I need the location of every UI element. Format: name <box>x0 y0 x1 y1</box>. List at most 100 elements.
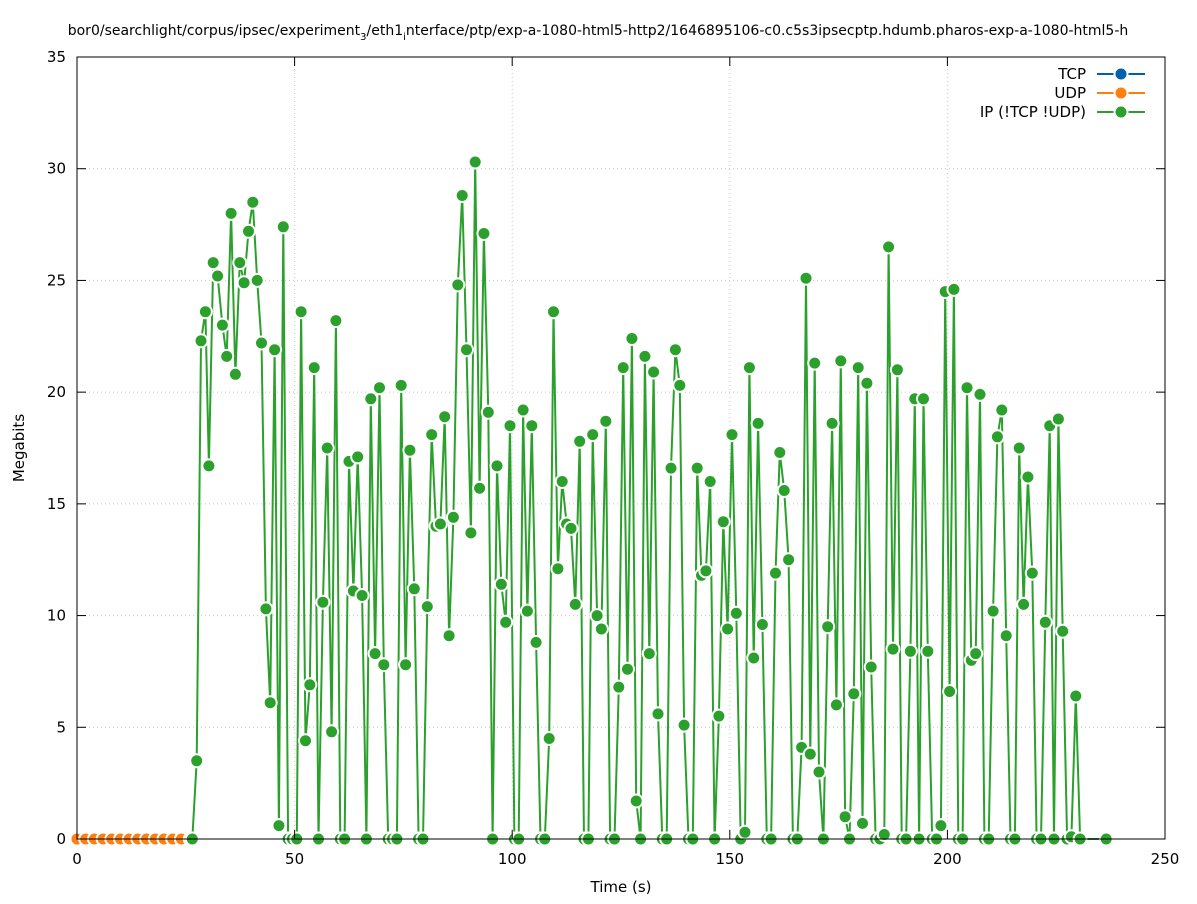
data-point <box>254 335 269 351</box>
data-point <box>306 360 322 376</box>
y-tick-label: 25 <box>47 271 66 289</box>
data-point <box>1024 565 1040 581</box>
data-point <box>737 824 753 840</box>
data-point <box>989 429 1005 445</box>
data-point <box>367 646 383 662</box>
data-point <box>1050 411 1066 427</box>
data-point <box>855 815 870 831</box>
legend-label-2: IP (!TCP !UDP) <box>980 103 1086 121</box>
y-axis-label: Megabits <box>10 414 28 482</box>
data-point <box>550 561 566 577</box>
data-point <box>942 684 958 699</box>
data-point <box>772 445 788 460</box>
data-point <box>807 355 823 371</box>
data-point <box>472 480 488 496</box>
data-point <box>567 596 583 612</box>
data-point <box>328 313 344 329</box>
title-part-tail: nterface/ptp/exp-a-1080-html5-http2/1646… <box>406 23 1128 39</box>
data-point <box>615 360 631 376</box>
data-point <box>406 581 422 597</box>
data-point <box>585 427 601 443</box>
data-point <box>1011 440 1027 456</box>
data-point <box>275 219 291 235</box>
x-axis-label: Time (s) <box>590 878 652 896</box>
data-point <box>698 563 714 579</box>
y-tick-label: 0 <box>56 830 66 848</box>
data-point <box>833 353 849 369</box>
y-tick-label: 30 <box>47 160 66 178</box>
data-point <box>824 415 840 431</box>
data-point <box>528 634 544 650</box>
data-point <box>563 520 579 536</box>
legend-marker-0 <box>1113 66 1129 82</box>
legend-marker-2 <box>1113 104 1129 120</box>
data-point <box>459 342 474 358</box>
data-point <box>480 404 496 420</box>
data-point <box>798 270 814 286</box>
data-point <box>393 377 409 393</box>
data-point <box>189 753 205 769</box>
data-point <box>502 418 518 434</box>
data-point <box>850 360 866 376</box>
x-tick-label: 150 <box>715 850 744 868</box>
data-point <box>715 514 731 530</box>
x-tick-label: 0 <box>72 850 82 868</box>
data-point <box>293 304 309 320</box>
chart-title: bor0/searchlight/corpus/ipsec/experiment… <box>68 23 1129 43</box>
data-point <box>350 449 366 465</box>
data-point <box>641 646 657 662</box>
legend-label-1: UDP <box>1054 84 1086 102</box>
data-point <box>1068 688 1084 704</box>
data-point <box>776 483 792 498</box>
data-point <box>620 661 635 677</box>
data-point <box>223 205 239 221</box>
data-point <box>262 695 278 711</box>
data-point <box>232 255 248 271</box>
data-point <box>489 458 505 474</box>
data-point <box>746 650 762 666</box>
data-point <box>933 818 949 834</box>
data-point <box>724 427 740 443</box>
data-point <box>741 360 757 376</box>
data-point <box>197 304 213 320</box>
data-point <box>363 391 379 407</box>
data-point <box>811 764 827 780</box>
data-point <box>249 272 265 288</box>
data-point <box>985 603 1001 619</box>
x-tick-label: 50 <box>285 850 304 868</box>
title-part-main: bor0/searchlight/corpus/ipsec/experiment <box>68 23 361 39</box>
data-point <box>637 348 653 364</box>
data-point <box>445 509 461 525</box>
data-point <box>201 458 217 474</box>
data-point <box>219 348 235 364</box>
data-point <box>754 617 770 632</box>
data-point <box>672 377 688 393</box>
data-point <box>667 342 683 358</box>
data-point <box>205 255 221 271</box>
data-point <box>663 460 679 476</box>
y-tick-label: 20 <box>47 383 66 401</box>
data-point <box>589 608 605 624</box>
data-point <box>424 427 440 443</box>
data-point <box>419 599 435 615</box>
data-point <box>946 281 962 297</box>
data-point <box>463 525 479 541</box>
data-point <box>916 391 931 407</box>
data-point <box>994 402 1010 418</box>
data-point <box>998 628 1014 644</box>
data-point <box>889 362 905 378</box>
data-point <box>498 614 514 630</box>
title-part-mid: /eth1 <box>367 23 404 39</box>
legend-marker-1 <box>1113 85 1129 101</box>
data-point <box>598 413 614 429</box>
data-point <box>437 409 453 425</box>
data-point <box>554 474 570 489</box>
data-point <box>245 194 261 210</box>
data-point <box>689 460 705 476</box>
data-point <box>546 304 561 320</box>
data-point <box>324 724 340 740</box>
data-point <box>972 386 988 402</box>
data-point <box>432 516 448 532</box>
data-point <box>702 474 718 489</box>
